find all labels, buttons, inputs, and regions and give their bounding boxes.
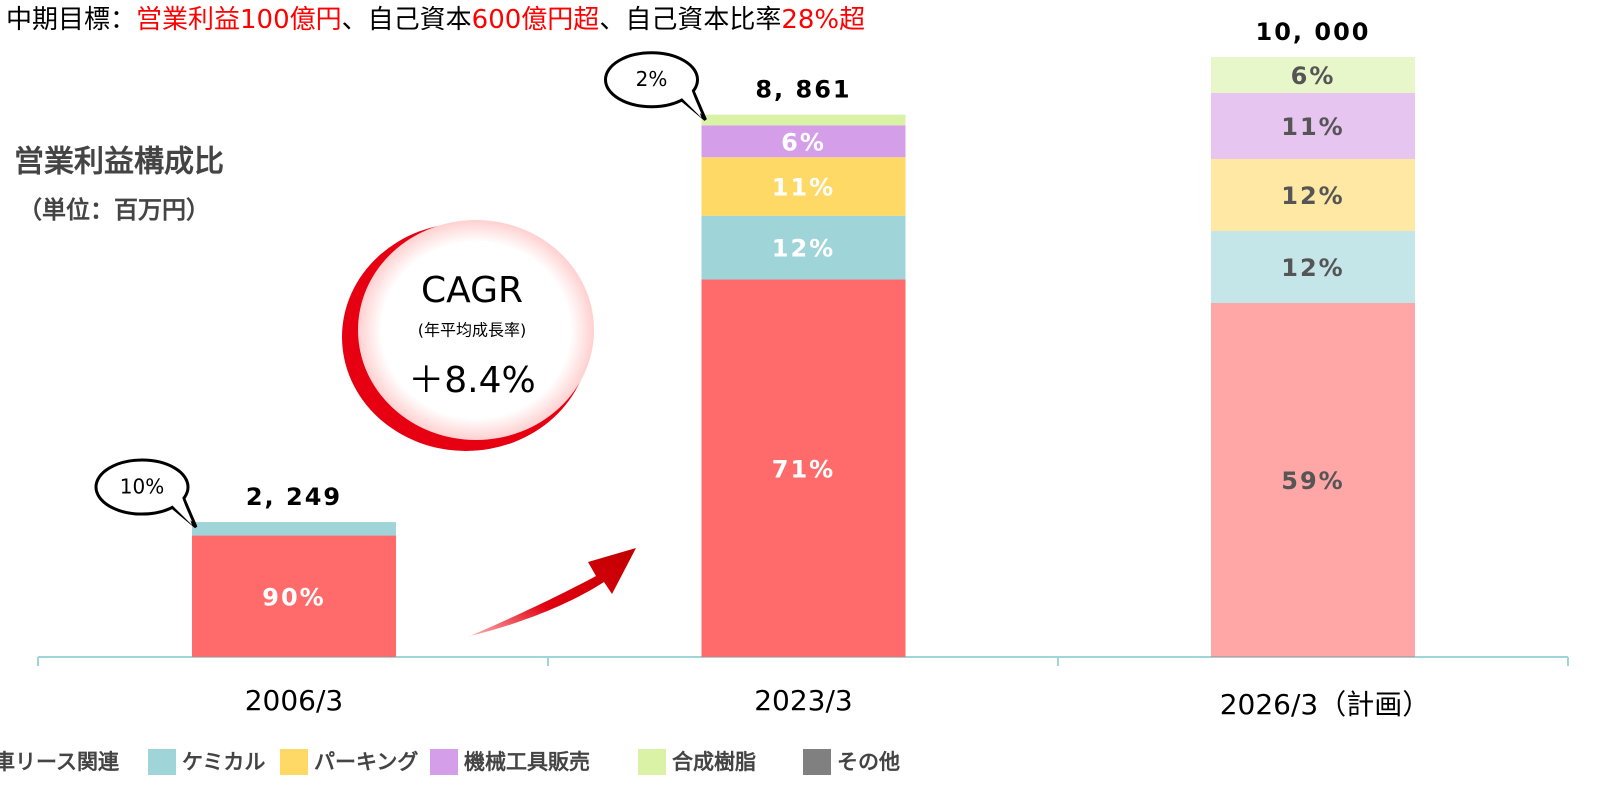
total-label: 2, 249 — [246, 483, 342, 511]
segment-label: 12% — [772, 235, 835, 263]
bar-segment — [192, 522, 396, 535]
legend-swatch — [280, 749, 308, 775]
cagr-subtitle: (年平均成長率) — [418, 321, 527, 340]
cagr-value: ＋8.4% — [408, 360, 535, 401]
title-part: 28%超 — [781, 5, 865, 35]
legend-label: パーキング — [314, 750, 418, 774]
page: 中期目標：営業利益100億円、自己資本600億円超、自己資本比率28%超 営業利… — [0, 0, 1608, 795]
legend-label: その他 — [837, 750, 900, 774]
segment-label: 12% — [1281, 254, 1344, 282]
title-part: 中期目標： — [6, 5, 136, 35]
callout-label: 2% — [636, 67, 668, 91]
title-part: 、自己資本 — [342, 5, 472, 35]
growth-arrow — [470, 548, 636, 636]
bar-segment — [702, 115, 906, 126]
legend-label: ケミカル — [182, 750, 265, 774]
title: 中期目標：営業利益100億円、自己資本600億円超、自己資本比率28%超 — [6, 5, 865, 35]
segment-label: 59% — [1281, 467, 1344, 495]
legend-label: 機械工具販売 — [464, 750, 590, 774]
segment-label: 6% — [781, 128, 826, 156]
total-label: 8, 861 — [755, 76, 851, 104]
cagr-badge: CAGR (年平均成長率) ＋8.4% — [342, 220, 594, 451]
legend-swatch — [638, 749, 666, 775]
unit: （単位：百万円） — [18, 196, 210, 224]
legend-swatch — [430, 749, 458, 775]
segment-label: 90% — [262, 583, 325, 611]
legend-label: 合成樹脂 — [672, 750, 756, 774]
title-part: 、自己資本比率 — [599, 5, 781, 35]
callout-label: 10% — [120, 475, 164, 499]
total-label: 10, 000 — [1256, 18, 1371, 46]
legend-swatch — [803, 749, 831, 775]
chart: 中期目標：営業利益100億円、自己資本600億円超、自己資本比率28%超 営業利… — [0, 0, 1608, 795]
title-part: 600億円超 — [472, 5, 600, 35]
x-tick-label: 2006/3 — [245, 684, 344, 717]
title-part: 営業利益100億円 — [136, 5, 342, 35]
segment-label: 11% — [1281, 113, 1344, 141]
legend-label: 車リース関連 — [0, 750, 120, 774]
subtitle: 営業利益構成比 — [14, 145, 224, 180]
segment-label: 71% — [772, 455, 835, 483]
x-tick-label: 2023/3 — [754, 684, 853, 717]
cagr-title: CAGR — [421, 270, 523, 311]
legend-swatch — [148, 749, 176, 775]
segment-label: 11% — [772, 173, 835, 201]
x-tick-label: 2026/3（計画） — [1220, 688, 1431, 721]
segment-label: 6% — [1291, 62, 1336, 90]
segment-label: 12% — [1281, 182, 1344, 210]
